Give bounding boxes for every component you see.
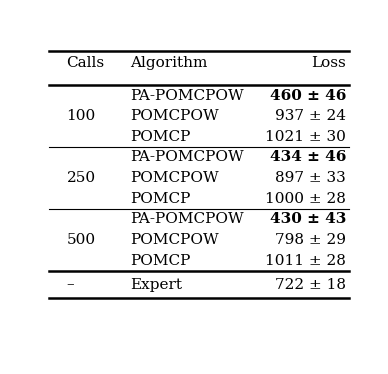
Text: 434 ± 46: 434 ± 46 [270, 150, 346, 165]
Text: 430 ± 43: 430 ± 43 [270, 212, 346, 226]
Text: 1021 ± 30: 1021 ± 30 [265, 130, 346, 144]
Text: POMCP: POMCP [130, 130, 190, 144]
Text: Loss: Loss [312, 56, 346, 70]
Text: –: – [67, 278, 74, 292]
Text: POMCPOW: POMCPOW [130, 171, 218, 185]
Text: 1000 ± 28: 1000 ± 28 [265, 192, 346, 206]
Text: POMCP: POMCP [130, 254, 190, 268]
Text: POMCPOW: POMCPOW [130, 109, 218, 123]
Text: 937 ± 24: 937 ± 24 [275, 109, 346, 123]
Text: POMCPOW: POMCPOW [130, 233, 218, 247]
Text: Algorithm: Algorithm [130, 56, 207, 70]
Text: 460 ± 46: 460 ± 46 [270, 89, 346, 102]
Text: PA-POMCPOW: PA-POMCPOW [130, 89, 243, 102]
Text: 897 ± 33: 897 ± 33 [275, 171, 346, 185]
Text: Expert: Expert [130, 278, 182, 292]
Text: 250: 250 [67, 171, 96, 185]
Text: 1011 ± 28: 1011 ± 28 [265, 254, 346, 268]
Text: 500: 500 [67, 233, 96, 247]
Text: 798 ± 29: 798 ± 29 [275, 233, 346, 247]
Text: 722 ± 18: 722 ± 18 [275, 278, 346, 292]
Text: Calls: Calls [67, 56, 105, 70]
Text: PA-POMCPOW: PA-POMCPOW [130, 150, 243, 165]
Text: 100: 100 [67, 109, 96, 123]
Text: POMCP: POMCP [130, 192, 190, 206]
Text: PA-POMCPOW: PA-POMCPOW [130, 212, 243, 226]
